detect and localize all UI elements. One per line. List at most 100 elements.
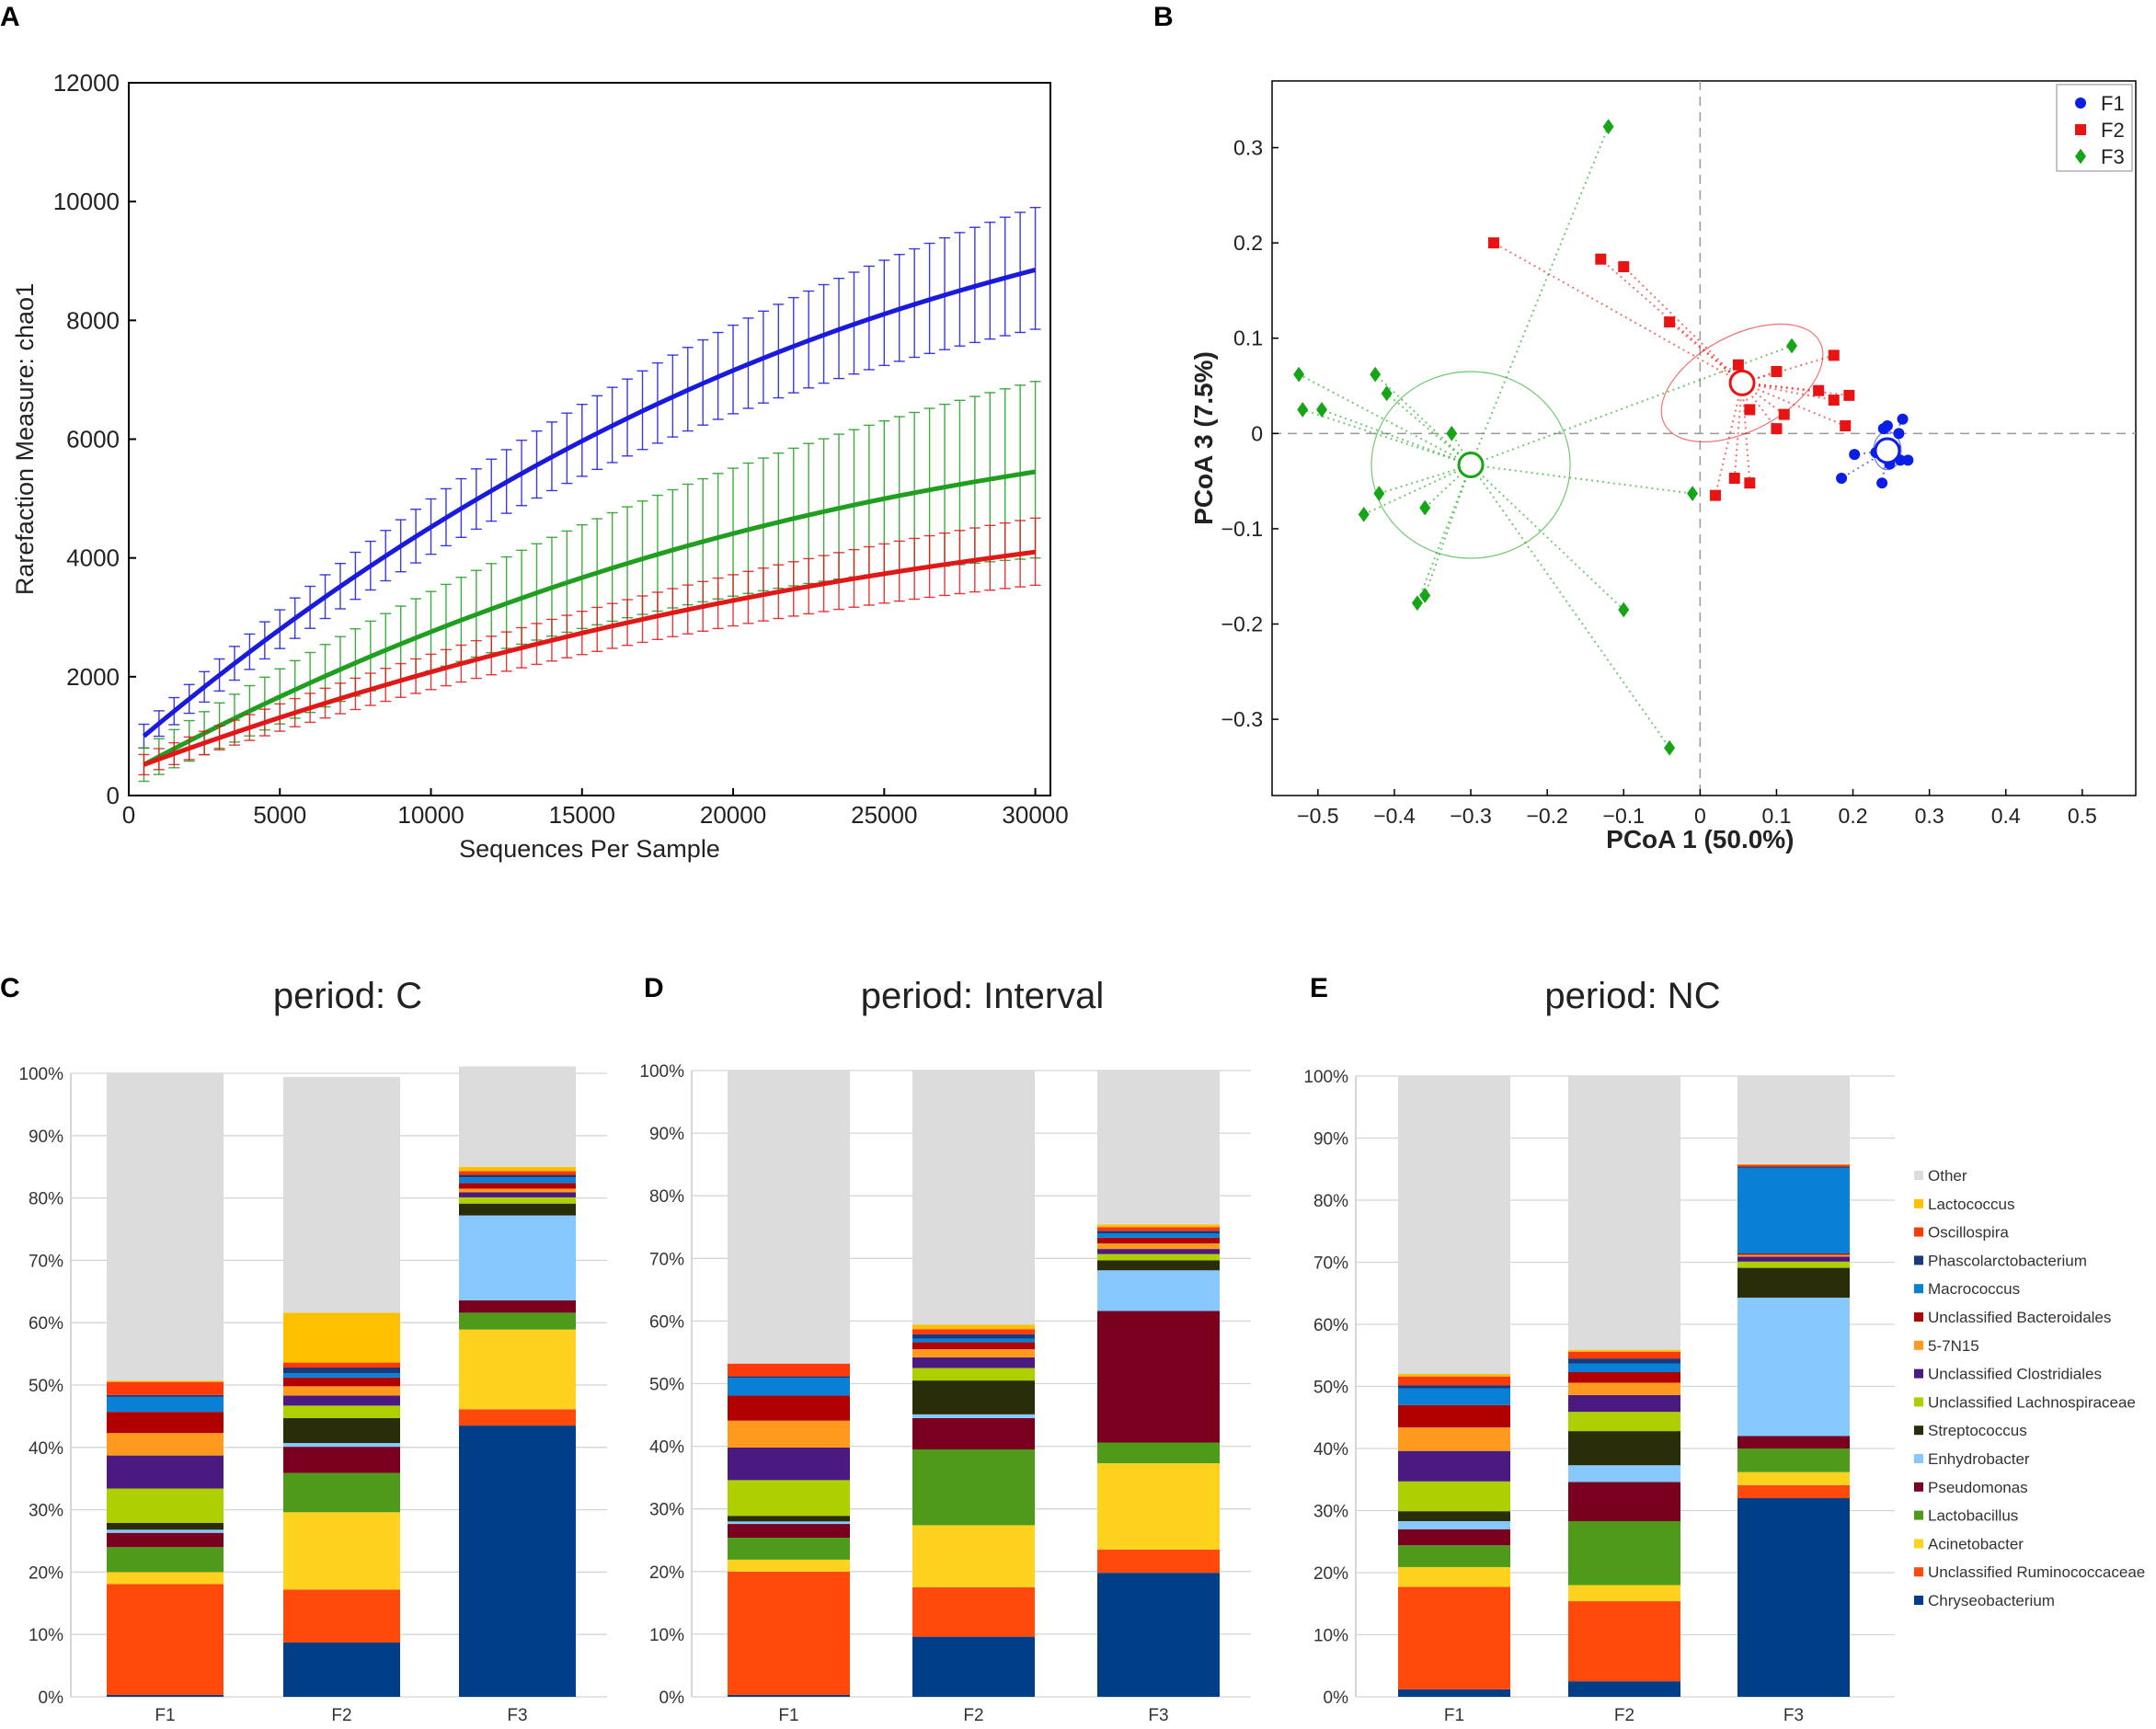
y-tick-label: 0 [1251, 421, 1263, 445]
bar-segment-F1-chryseobacterium [1398, 1689, 1510, 1697]
legend-label-phascolarctobacterium: Phascolarctobacterium [1928, 1252, 2087, 1269]
y-tick-label: 100% [18, 1065, 63, 1084]
x-tick-label: −0.4 [1373, 804, 1416, 828]
x-tick-label: 10000 [397, 801, 464, 829]
x-axis-label: Sequences Per Sample [459, 835, 720, 863]
bar-segment-F3-lactococcus [459, 1166, 576, 1172]
bar-segment-F3-lactococcus [1737, 1163, 1850, 1165]
bar-segment-F1-other [728, 1071, 850, 1364]
y-tick-label: 4000 [66, 544, 120, 572]
bar-segment-F3-5-7n15 [1737, 1254, 1850, 1257]
bar-segment-F2-5-7n15 [283, 1386, 400, 1396]
spider-line-F3 [1298, 373, 1472, 466]
spider-line-F2 [1493, 242, 1743, 384]
bar-segment-F3-lactobacillus [1737, 1448, 1850, 1472]
legend-label-unclassified-lachnospiraceae: Unclassified Lachnospiraceae [1928, 1393, 2136, 1411]
panel-letter-d: D [644, 973, 664, 1003]
y-tick-label: 70% [649, 1250, 684, 1269]
legend-swatch-lactobacillus [1914, 1510, 1923, 1520]
point-F3 [1602, 119, 1614, 135]
bar-segment-F2-other [1568, 1076, 1680, 1350]
bar-segment-F2-unclassified-bacteroidales [912, 1342, 1035, 1350]
bar-segment-F1-unclassified-clostridiales [728, 1447, 850, 1481]
bar-segment-F1-unclassified-bacteroidales [107, 1412, 224, 1434]
x-tick-label: F3 [1148, 1706, 1168, 1725]
legend-swatch-streptococcus [1914, 1426, 1923, 1436]
legend-swatch-phascolarctobacterium [1914, 1255, 1923, 1265]
x-tick-label: −0.1 [1603, 804, 1645, 828]
legend-label-F1: F1 [2101, 92, 2125, 115]
x-tick-label: F1 [778, 1706, 798, 1725]
x-tick-label: F1 [1444, 1706, 1464, 1725]
legend-swatch-chryseobacterium [1914, 1596, 1923, 1605]
bar-segment-F3-pseudomonas [1737, 1436, 1850, 1448]
bar-segment-F2-acinetobacter [283, 1512, 400, 1590]
point-F2 [1744, 404, 1756, 416]
bar-segment-F1-streptococcus [1398, 1511, 1510, 1521]
x-tick-label: −0.5 [1297, 804, 1338, 828]
y-tick-label: 40% [649, 1438, 684, 1458]
point-F2 [1728, 473, 1740, 485]
point-F2 [1618, 261, 1630, 273]
bar-segment-F1-phascolarctobacterium [1398, 1385, 1510, 1389]
panel-letter-a: A [0, 2, 20, 32]
bar-segment-F2-unclassified-ruminococcaceae [283, 1589, 400, 1643]
legend-label-oscillospira: Oscillospira [1928, 1224, 2009, 1242]
legend-label-unclassified-ruminococcaceae: Unclassified Ruminococcaceae [1928, 1563, 2145, 1581]
panel-b-pcoa-chart: −0.5 −0.4 −0.3 −0.2 −0.1 0 0.1 0.2 0.3 0.4 0.5 0.3 0… [1189, 80, 2137, 853]
bar-segment-F1-unclassified-ruminococcaceae [107, 1584, 224, 1695]
bar-segment-F2-lactobacillus [912, 1449, 1035, 1526]
bar-segment-F2-acinetobacter [1568, 1585, 1680, 1602]
y-tick-label: 40% [1313, 1440, 1348, 1460]
panel-c-stacked-bar-chart: period: C 0% 10% 20% 30% 40% 50% 60% 70% 80% 90% 10… [18, 976, 607, 1725]
point-F3 [1373, 486, 1385, 501]
y-axis-label: Rarefaction Measure: chao1 [11, 283, 39, 595]
bar-segment-F2-chryseobacterium [912, 1636, 1035, 1697]
y-tick-label: −0.1 [1221, 517, 1263, 541]
x-tick-label: 20000 [700, 801, 766, 829]
legend-swatch-unclassified-bacteroidales [1914, 1312, 1923, 1322]
bar-segment-F3-streptococcus [1737, 1267, 1850, 1298]
bar-segment-F3-5-7n15 [1097, 1242, 1220, 1250]
legend-swatch-macrococcus [1914, 1284, 1923, 1294]
point-F1 [1836, 473, 1848, 485]
point-F3 [1419, 588, 1431, 603]
bar-segment-F2-other [912, 1071, 1035, 1325]
legend-box [2056, 84, 2133, 172]
bar-segment-F3-chryseobacterium [1097, 1573, 1220, 1697]
bar-segment-F2-5-7n15 [1568, 1382, 1680, 1395]
legend-swatch-enhydrobacter [1914, 1454, 1923, 1463]
bar-segment-F3-phascolarctobacterium [1097, 1231, 1220, 1234]
y-tick-label: 60% [649, 1312, 684, 1332]
y-tick-label: 6000 [66, 426, 120, 453]
bar-segment-F2-5-7n15 [912, 1349, 1035, 1357]
taxa-legend: Other Lactococcus Oscillospira Phascolarcto… [1914, 1167, 2145, 1609]
x-tick-label: 15000 [549, 801, 615, 829]
y-tick-label: 20% [29, 1563, 63, 1583]
x-axis-label: PCoA 1 (50.0%) [1606, 825, 1794, 853]
bar-segment-F3-macrococcus [1737, 1167, 1850, 1254]
y-tick-label: 20% [649, 1563, 684, 1583]
point-F3 [1411, 595, 1423, 612]
bar-segment-F2-enhydrobacter [283, 1443, 400, 1448]
legend-swatch-unclassified-lachnospiraceae [1914, 1397, 1923, 1407]
y-tick-label: 100% [639, 1062, 684, 1082]
bar-segment-F2-lactococcus [912, 1324, 1035, 1330]
x-tick-label: F3 [1783, 1706, 1804, 1725]
bar-segment-F1-5-7n15 [728, 1420, 850, 1448]
point-F3 [1446, 425, 1458, 441]
y-tick-label: 12000 [53, 69, 120, 97]
x-tick-label: 5000 [253, 801, 306, 829]
bar-segment-F2-unclassified-lachnospiraceae [1568, 1412, 1680, 1432]
bar-segment-F1-phascolarctobacterium [728, 1376, 850, 1379]
y-tick-label: 70% [29, 1252, 63, 1271]
y-tick-label: 10% [29, 1626, 63, 1645]
point-F2 [1843, 389, 1855, 401]
bar-segment-F2-oscillospira [283, 1362, 400, 1368]
y-tick-label: 0 [107, 782, 120, 809]
bar-segment-F2-acinetobacter [912, 1525, 1035, 1587]
bar-segment-F1-unclassified-ruminococcaceae [728, 1571, 850, 1695]
bar-segment-F3-acinetobacter [1097, 1462, 1220, 1550]
x-tick-label: F1 [155, 1706, 175, 1725]
point-F2 [1709, 489, 1721, 501]
